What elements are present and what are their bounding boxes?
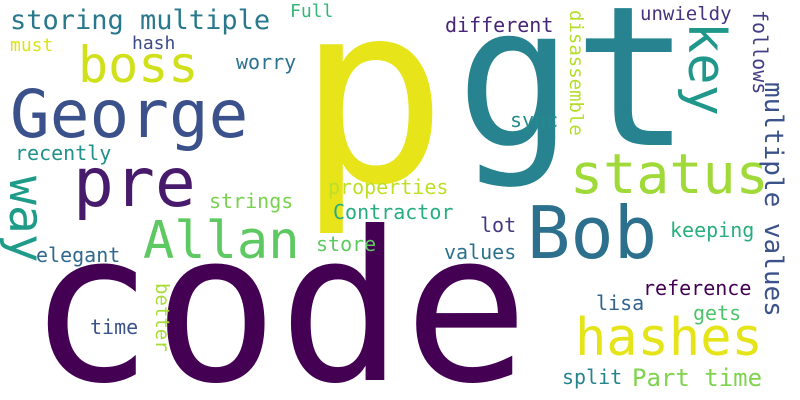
word-better: better	[151, 283, 173, 352]
word-pre: pre	[73, 144, 196, 223]
word-sync: sync	[510, 108, 559, 132]
word-elegant: elegant	[36, 243, 121, 267]
word-gets: gets	[693, 301, 742, 325]
word-part-time: Part time	[632, 364, 763, 392]
word-must: must	[10, 35, 54, 56]
word-values: values	[444, 240, 517, 264]
word-store: store	[316, 232, 377, 256]
word-lisa: lisa	[596, 291, 645, 315]
word-allan: Allan	[143, 211, 300, 271]
word-boss: boss	[78, 36, 199, 94]
word-properties: properties	[328, 175, 449, 199]
word-george: George	[10, 76, 249, 153]
word-way: way	[0, 176, 54, 263]
word-different: different	[445, 13, 554, 37]
word-time: time	[90, 315, 139, 339]
word-hash-top: hash	[132, 33, 176, 54]
word-hashes: hashes	[575, 308, 763, 368]
word-gt: gt	[456, 0, 691, 191]
word-strings: strings	[209, 189, 294, 213]
word-unwieldy: unwieldy	[640, 3, 732, 25]
word-disassemble: disassemble	[565, 10, 587, 136]
word-bob: Bob	[527, 191, 658, 275]
word-p: p	[297, 0, 448, 240]
word-storing-multiple: storing multiple	[10, 5, 271, 36]
word-status: status	[570, 142, 769, 206]
word-code: code	[28, 188, 529, 400]
word-key: key	[676, 22, 736, 116]
word-multiple-values: multiple values	[758, 82, 788, 317]
word-contractor: Contractor	[333, 200, 454, 224]
word-keeping: keeping	[670, 218, 755, 242]
word-full: Full	[290, 1, 334, 22]
word-follows: follows	[748, 10, 772, 95]
word-split: split	[562, 365, 623, 389]
word-recently: recently	[15, 141, 112, 165]
word-reference: reference	[643, 276, 752, 300]
word-worry: worry	[236, 50, 297, 74]
word-lot: lot	[480, 213, 517, 237]
